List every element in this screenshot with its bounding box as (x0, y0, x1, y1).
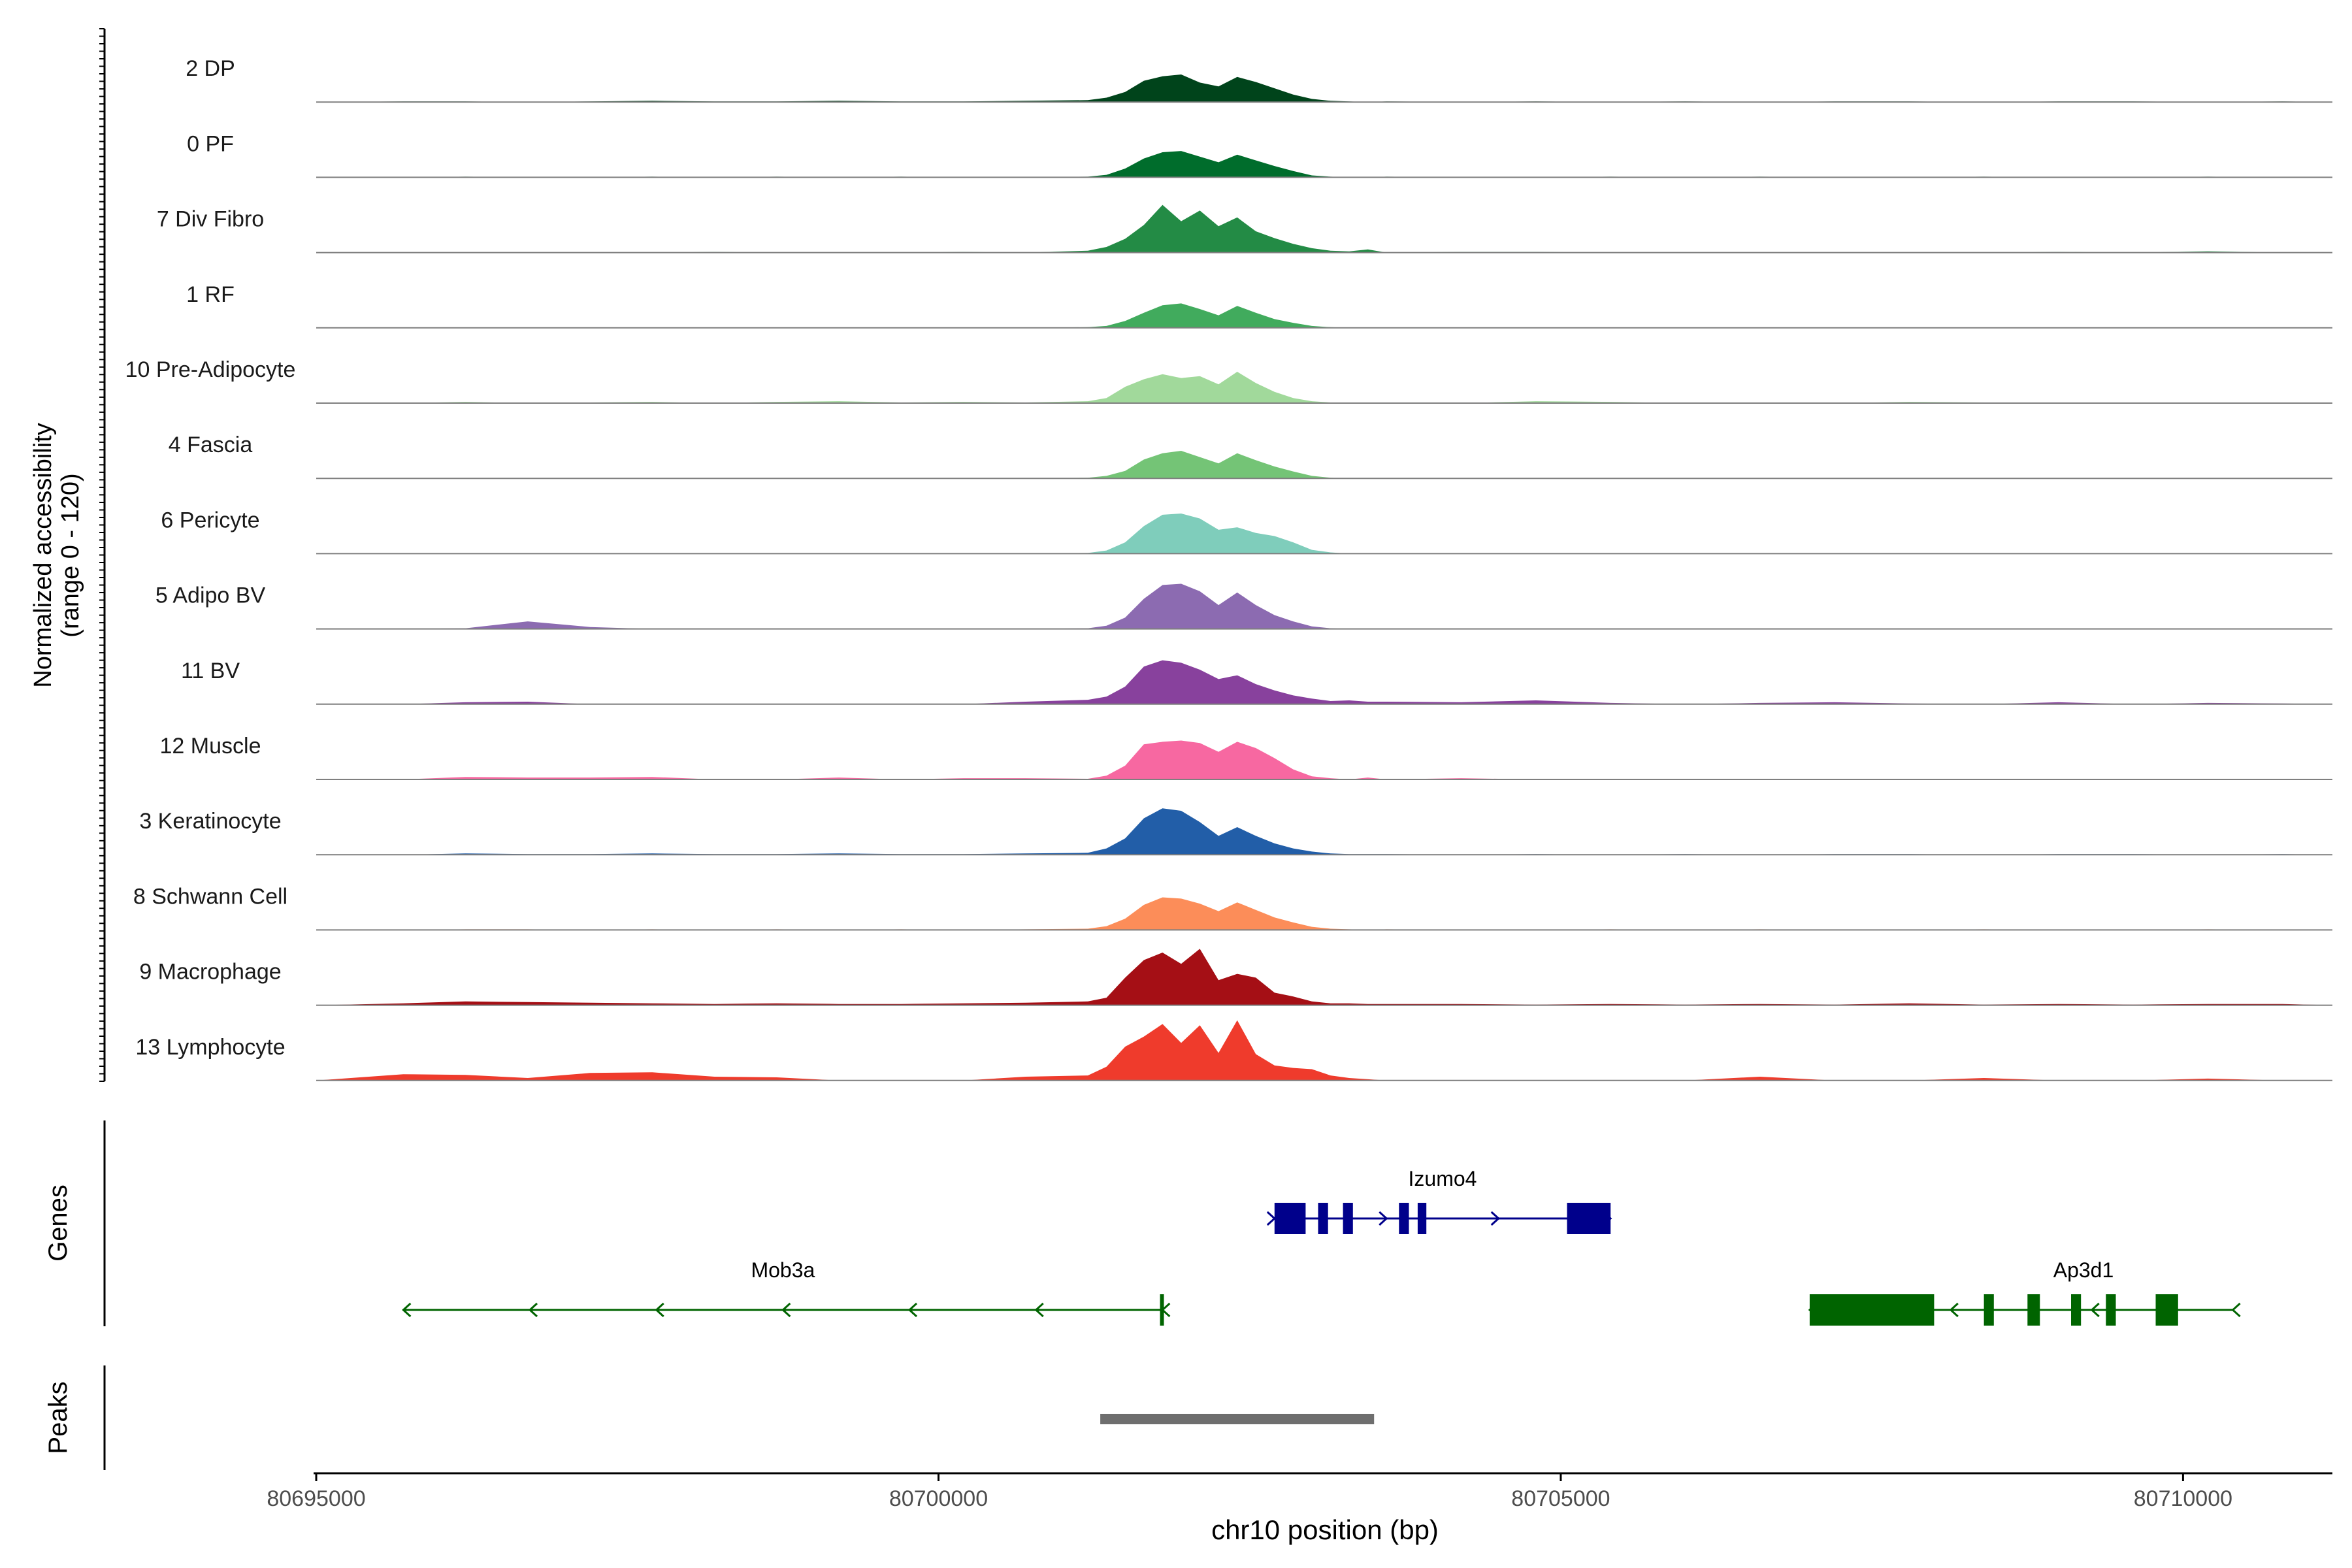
track-label-7-div-fibro: 7 Div Fibro (157, 207, 264, 232)
track-5-adipo-bv: 5 Adipo BV (155, 583, 2332, 630)
track-label-11-bv: 11 BV (181, 659, 240, 683)
strand-arrow (402, 1302, 412, 1318)
x-axis-label: chr10 position (bp) (1211, 1514, 1439, 1545)
gene-mob3a: Mob3a (402, 1258, 1171, 1326)
strand-arrow (1949, 1302, 1959, 1318)
strand-arrow (655, 1302, 664, 1318)
x-axis-ticks: 80695000 80700000 80705000 80710000 (267, 1473, 2232, 1511)
exon (1274, 1203, 1306, 1234)
track-label-8-schwann-cell: 8 Schwann Cell (133, 884, 287, 909)
track-label-12-muscle: 12 Muscle (160, 734, 261, 759)
exon (1318, 1203, 1328, 1234)
x-tick-label: 80705000 (1511, 1486, 1610, 1511)
y-axis-label-line1: Normalized accessibility (29, 423, 57, 687)
track-13-lymphocyte: 13 Lymphocyte (135, 1020, 2332, 1081)
area-7-div-fibro (316, 204, 2332, 253)
area-9-macrophage (316, 949, 2332, 1005)
track-label-13-lymphocyte: 13 Lymphocyte (135, 1035, 285, 1060)
area-13-lymphocyte (316, 1020, 2332, 1081)
exon (1417, 1203, 1427, 1234)
gene-track: Izumo4 Mob3a Ap3d1 (402, 1167, 2241, 1326)
exon (1343, 1203, 1353, 1234)
genes-track-label: Genes (44, 1184, 73, 1262)
area-2-dp (316, 74, 2332, 103)
track-label-3-keratinocyte: 3 Keratinocyte (139, 809, 281, 834)
gene-label-mob3a: Mob3a (751, 1258, 815, 1282)
area-6-pericyte (316, 514, 2332, 554)
gene-ap3d1: Ap3d1 (1808, 1258, 2241, 1326)
track-9-macrophage: 9 Macrophage (139, 949, 2332, 1006)
track-3-keratinocyte: 3 Keratinocyte (139, 808, 2332, 856)
track-1-rf: 1 RF (186, 282, 2332, 329)
area-4-fascia (316, 451, 2332, 479)
track-label-4-fascia: 4 Fascia (169, 433, 253, 457)
track-0-pf: 0 PF (187, 131, 2332, 178)
strand-arrow (1266, 1211, 1277, 1226)
coverage-tracks: 2 DP 0 PF 7 Div Fibro 1 RF 10 Pre-Adipocyte 4… (125, 56, 2332, 1081)
strand-arrow (2231, 1302, 2241, 1318)
gene-label-ap3d1: Ap3d1 (2053, 1258, 2114, 1282)
area-11-bv (316, 660, 2332, 704)
gene-label-izumo4: Izumo4 (1409, 1167, 1477, 1190)
exon (2071, 1294, 2082, 1326)
track-7-div-fibro: 7 Div Fibro (157, 204, 2332, 253)
track-4-fascia: 4 Fascia (169, 433, 2332, 480)
strand-arrow (907, 1302, 918, 1318)
area-0-pf (316, 151, 2332, 178)
track-6-pericyte: 6 Pericyte (161, 508, 2332, 555)
exon (2155, 1294, 2178, 1326)
exon (1567, 1203, 1611, 1234)
track-11-bv: 11 BV (181, 659, 2332, 705)
area-8-schwann-cell (316, 897, 2332, 930)
track-label-1-rf: 1 RF (186, 282, 235, 307)
strand-arrow (1490, 1211, 1500, 1226)
exon (1160, 1294, 1164, 1326)
x-tick-label: 80695000 (267, 1486, 365, 1511)
area-12-muscle (316, 740, 2332, 779)
track-10-pre-adipocyte: 10 Pre-Adipocyte (125, 357, 2332, 404)
strand-arrow (2090, 1302, 2100, 1318)
gene-izumo4: Izumo4 (1266, 1167, 1612, 1234)
area-5-adipo-bv (316, 583, 2332, 629)
strand-arrow (528, 1302, 538, 1318)
peaks-track-label: Peaks (44, 1381, 73, 1454)
exon (1809, 1294, 1935, 1326)
track-label-0-pf: 0 PF (187, 131, 234, 156)
track-8-schwann-cell: 8 Schwann Cell (133, 884, 2332, 931)
area-10-pre-adipocyte (316, 372, 2332, 403)
exon (1984, 1294, 1994, 1326)
peak-track (1100, 1414, 1375, 1424)
track-label-10-pre-adipocyte: 10 Pre-Adipocyte (125, 357, 296, 382)
strand-arrow (1034, 1302, 1044, 1318)
exon (2106, 1294, 2116, 1326)
track-label-5-adipo-bv: 5 Adipo BV (155, 583, 266, 608)
track-12-muscle: 12 Muscle (160, 734, 2332, 780)
strand-arrow (781, 1302, 791, 1318)
track-label-6-pericyte: 6 Pericyte (161, 508, 259, 532)
peak (1100, 1414, 1375, 1424)
x-tick-label: 80710000 (2134, 1486, 2232, 1511)
exon (2027, 1294, 2040, 1326)
area-3-keratinocyte (316, 808, 2332, 855)
track-label-2-dp: 2 DP (186, 56, 235, 81)
y-axis-label-line2: (range 0 - 120) (57, 473, 84, 637)
strand-arrow (1379, 1211, 1388, 1226)
area-1-rf (316, 303, 2332, 328)
track-label-9-macrophage: 9 Macrophage (139, 960, 281, 985)
track-2-dp: 2 DP (186, 56, 2332, 103)
exon (1399, 1203, 1409, 1234)
axes: 80695000 80700000 80705000 80710000 Normali… (29, 28, 2332, 1545)
x-tick-label: 80700000 (889, 1486, 988, 1511)
coverage-y-ticks (99, 28, 105, 1082)
